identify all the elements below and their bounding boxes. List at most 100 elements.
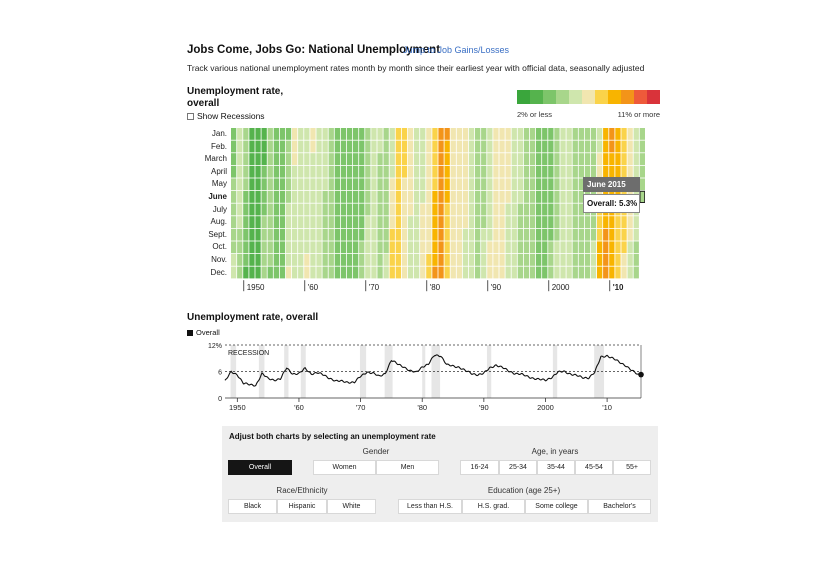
hs-grad-button[interactable]: H.S. grad. — [462, 499, 525, 514]
heatmap-cell — [621, 254, 627, 266]
heatmap-cell — [621, 128, 627, 140]
heatmap-cell — [231, 241, 237, 254]
heatmap-cell — [432, 254, 438, 266]
heatmap-cell — [371, 191, 377, 203]
bachelors-button[interactable]: Bachelor's — [588, 499, 651, 514]
heatmap-cell — [334, 254, 340, 266]
heatmap-cell — [529, 266, 536, 279]
heatmap-cell — [487, 191, 493, 203]
heatmap-cell — [243, 216, 249, 228]
heatmap-cell — [603, 153, 609, 165]
heatmap-cell — [279, 266, 286, 279]
heatmap-cell — [426, 191, 432, 203]
show-recessions-toggle[interactable]: Show Recessions — [187, 111, 265, 121]
heatmap-cell — [511, 254, 517, 266]
heatmap-cell — [468, 203, 475, 216]
heatmap-cell — [310, 266, 316, 279]
heatmap-cell — [536, 228, 542, 241]
heatmap-cell — [273, 216, 279, 228]
heatmap-cell — [285, 254, 292, 266]
heatmap-cell — [267, 266, 273, 279]
heatmap-cell — [627, 165, 633, 178]
heatmap-cell — [273, 254, 279, 266]
jump-link[interactable]: Jump to Job Gains/Losses — [403, 45, 510, 55]
heatmap-cell — [304, 254, 310, 266]
heatmap-cell — [279, 140, 286, 153]
heatmap-cell — [609, 216, 615, 228]
women-button[interactable]: Women — [313, 460, 376, 475]
heatmap-cell — [621, 266, 627, 279]
heatmap-cell — [328, 128, 334, 140]
heatmap-cell — [267, 216, 273, 228]
heatmap-cell — [383, 254, 389, 266]
heatmap-cell — [590, 140, 597, 153]
heatmap-cell — [450, 203, 456, 216]
some-college-button[interactable]: Some college — [525, 499, 588, 514]
unemployment-heatmap[interactable]: 1950 '60 '70 '80 '90 2000 '10 — [231, 128, 645, 296]
heatmap-cell — [359, 140, 365, 153]
show-recessions-label: Show Recessions — [197, 111, 265, 121]
heatmap-cell — [609, 228, 615, 241]
heatmap-cell — [420, 191, 426, 203]
heatmap-cell — [621, 140, 627, 153]
heatmap-cell — [511, 203, 517, 216]
heatmap-cell — [359, 191, 365, 203]
heatmap-cell — [346, 254, 353, 266]
heatmap-cell — [444, 178, 450, 191]
heatmap-cell — [548, 216, 554, 228]
heatmap-cell — [346, 191, 353, 203]
heatmap-cell — [475, 254, 481, 266]
age-25-34-button[interactable]: 25-34 — [499, 460, 537, 475]
heatmap-cell — [249, 128, 255, 140]
heatmap-cell — [328, 228, 334, 241]
heatmap-cell — [584, 165, 591, 178]
heatmap-cell — [279, 165, 286, 178]
less-than-hs-button[interactable]: Less than H.S. — [398, 499, 462, 514]
month-label: May — [211, 179, 227, 189]
age-35-44-button[interactable]: 35-44 — [537, 460, 575, 475]
heatmap-cell — [365, 165, 371, 178]
heatmap-cell — [597, 254, 603, 266]
heatmap-cell — [267, 228, 273, 241]
white-button[interactable]: White — [327, 499, 376, 514]
heatmap-cell — [353, 191, 359, 203]
heatmap-cell — [414, 266, 420, 279]
black-button[interactable]: Black — [228, 499, 277, 514]
heatmap-cell — [529, 128, 536, 140]
age-45-54-button[interactable]: 45-54 — [575, 460, 613, 475]
heatmap-cell — [237, 254, 243, 266]
heatmap-cell — [627, 228, 633, 241]
heatmap-cell — [487, 216, 493, 228]
heatmap-cell — [627, 153, 633, 165]
age-55-plus-button[interactable]: 55+ — [613, 460, 651, 475]
heatmap-cell — [493, 165, 499, 178]
heatmap-cell — [450, 228, 456, 241]
heatmap-cell — [310, 165, 316, 178]
heatmap-cell — [487, 254, 493, 266]
heatmap-cell — [517, 140, 523, 153]
heatmap-cell — [517, 191, 523, 203]
heatmap-cell — [505, 153, 511, 165]
heatmap-cell — [468, 191, 475, 203]
heatmap-cell — [639, 178, 645, 191]
heatmap-cell — [407, 165, 414, 178]
hispanic-button[interactable]: Hispanic — [277, 499, 327, 514]
heatmap-cell — [304, 165, 310, 178]
legend-swatch — [530, 90, 543, 104]
heatmap-cell — [597, 140, 603, 153]
heatmap-cell — [584, 153, 591, 165]
heatmap-cell — [395, 191, 401, 203]
heatmap-cell — [517, 228, 523, 241]
men-button[interactable]: Men — [376, 460, 439, 475]
heatmap-cell — [572, 140, 578, 153]
month-label: March — [204, 154, 227, 164]
heatmap-cell — [377, 216, 383, 228]
heatmap-cell — [450, 241, 456, 254]
overall-button[interactable]: Overall — [228, 460, 292, 475]
age-16-24-button[interactable]: 16-24 — [460, 460, 499, 475]
heatmap-cell — [340, 254, 347, 266]
heatmap-cell — [310, 228, 316, 241]
age-group-label: Age, in years — [531, 447, 579, 456]
heatmap-cell — [590, 254, 597, 266]
show-recessions-checkbox[interactable] — [187, 112, 194, 120]
